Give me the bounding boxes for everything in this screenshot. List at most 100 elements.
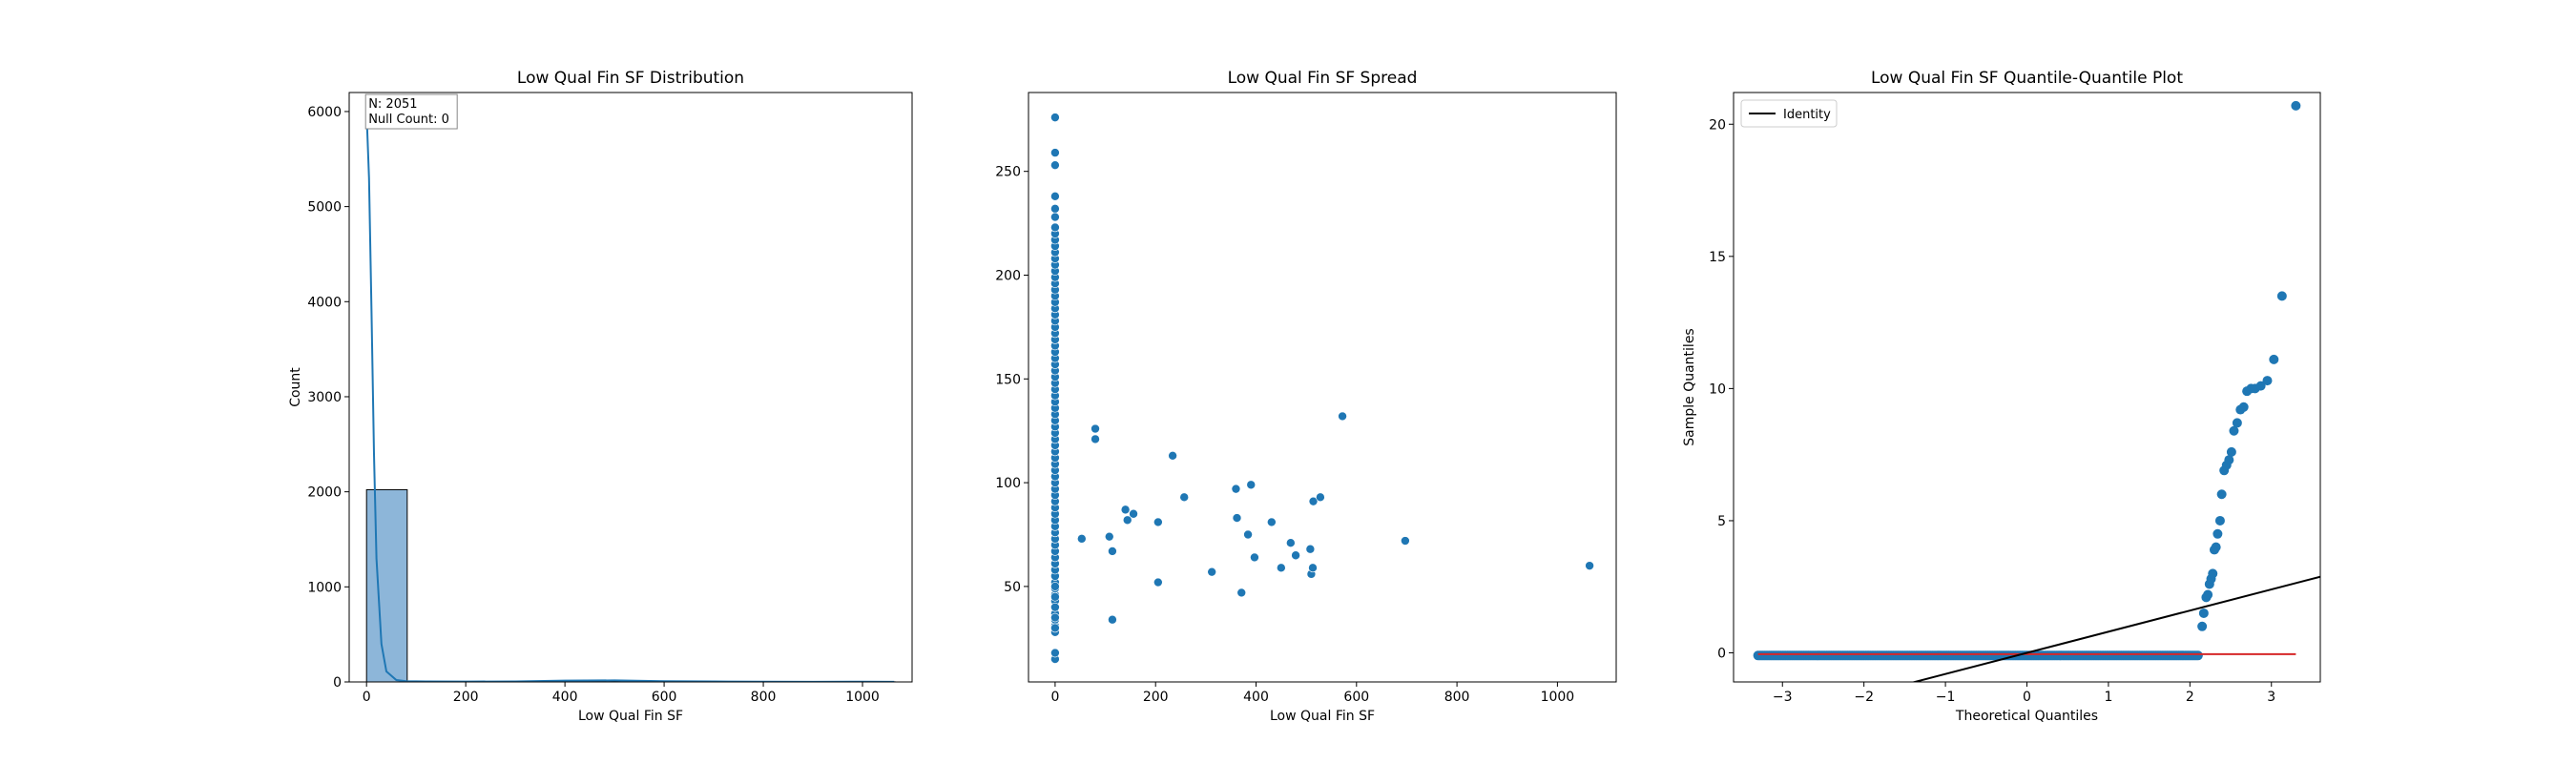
axes-frame — [348, 92, 913, 683]
scatter-point — [1050, 148, 1060, 157]
histogram-bar — [365, 488, 408, 682]
qq-point — [2216, 489, 2227, 500]
kde-line — [365, 111, 895, 682]
y-tick-label: 10 — [1709, 382, 1726, 397]
scatter-point — [1153, 517, 1163, 527]
scatter-point — [1305, 544, 1316, 554]
legend-label: Identity — [1783, 108, 1831, 122]
x-tick-label: −3 — [1773, 690, 1793, 705]
scatter-point — [1077, 534, 1087, 544]
y-tick-label: 0 — [333, 675, 342, 691]
qq-point — [2255, 381, 2266, 391]
y-tick-label: 2000 — [307, 485, 342, 501]
scatter-point — [1129, 508, 1138, 519]
qq-point — [2238, 402, 2249, 412]
scatter-point — [1153, 577, 1163, 588]
x-tick-label: 400 — [1243, 690, 1269, 705]
qq-point — [2197, 621, 2208, 631]
stats-n: N: 2051 — [368, 97, 417, 112]
x-axis-label: Theoretical Quantiles — [1955, 709, 2098, 724]
scatter-point — [1104, 531, 1114, 542]
x-tick-label: 800 — [1444, 690, 1470, 705]
scatter-point — [1338, 411, 1347, 422]
qq-point — [2212, 528, 2223, 539]
y-tick-label: 0 — [1717, 647, 1726, 662]
y-tick-label: 200 — [995, 268, 1021, 283]
scatter-point — [1585, 561, 1594, 570]
scatter-point — [1243, 529, 1253, 540]
scatter-point — [1050, 582, 1060, 591]
qq-point — [2198, 608, 2209, 618]
qq-point — [2211, 542, 2221, 552]
qq-point — [2214, 515, 2225, 526]
y-tick-label: 150 — [995, 372, 1021, 387]
y-tick-label: 6000 — [307, 105, 342, 120]
scatter-point — [1246, 480, 1257, 490]
x-tick-label: 400 — [552, 690, 578, 705]
scatter-point — [1267, 517, 1277, 527]
scatter-point — [1050, 212, 1060, 222]
qq-point — [2232, 418, 2242, 428]
x-tick-label: −1 — [1936, 690, 1956, 705]
y-tick-label: 1000 — [307, 580, 342, 595]
qq-point — [2269, 354, 2279, 364]
scatter-point — [1091, 434, 1100, 444]
qq-point — [2224, 455, 2234, 465]
qq-point — [2229, 425, 2239, 436]
qq-point — [2291, 100, 2301, 111]
scatter-point — [1291, 550, 1300, 561]
scatter-point — [1308, 563, 1318, 573]
stats-null-count: Null Count: 0 — [368, 113, 449, 127]
scatter-point — [1277, 563, 1286, 573]
scatter-point — [1050, 648, 1060, 658]
x-tick-label: 600 — [1343, 690, 1369, 705]
y-tick-label: 3000 — [307, 390, 342, 405]
scatter-point — [1050, 623, 1060, 633]
x-tick-label: 0 — [2023, 690, 2031, 705]
scatter-point — [1286, 538, 1296, 548]
scatter-point — [1308, 496, 1319, 506]
scatter-point — [1168, 451, 1177, 461]
scatter-point — [1050, 612, 1060, 623]
qq-point — [2192, 650, 2203, 661]
scatter-point — [1108, 614, 1117, 625]
x-tick-label: 1000 — [1541, 690, 1575, 705]
y-tick-label: 4000 — [307, 295, 342, 310]
chart-title: Low Qual Fin SF Distribution — [517, 69, 744, 88]
x-tick-label: −2 — [1854, 690, 1874, 705]
scatter-point — [1236, 588, 1247, 598]
scatter-point — [1050, 113, 1060, 122]
stats-annotation-box — [364, 93, 458, 130]
scatter-point — [1207, 567, 1216, 577]
qq-point — [2276, 291, 2287, 301]
plot-area — [365, 111, 896, 682]
scatter-point — [1108, 546, 1117, 556]
qq-point — [2226, 446, 2236, 457]
qq-point — [2208, 568, 2218, 579]
y-tick-label: 15 — [1709, 250, 1726, 265]
scatter-point — [1050, 160, 1060, 170]
y-tick-label: 50 — [1004, 580, 1021, 595]
y-axis-label: Count — [288, 367, 303, 407]
x-tick-label: 0 — [363, 690, 371, 705]
scatter-point — [1091, 423, 1100, 434]
qq-point — [2262, 376, 2273, 386]
scatter-point — [1401, 536, 1410, 546]
scatter-point — [1050, 192, 1060, 201]
identity-line — [1911, 575, 2320, 682]
scatter-point — [1050, 204, 1060, 214]
y-axis-label: Sample Quantiles — [1682, 328, 1697, 445]
y-tick-label: 20 — [1709, 117, 1726, 133]
x-axis-label: Low Qual Fin SF — [1270, 709, 1375, 724]
scatter-point — [1232, 513, 1242, 523]
chart-title: Low Qual Fin SF Quantile-Quantile Plot — [1871, 69, 2183, 88]
x-axis-label: Low Qual Fin SF — [578, 709, 683, 724]
x-tick-label: 200 — [453, 690, 479, 705]
scatter-point — [1050, 222, 1060, 233]
y-tick-label: 250 — [995, 165, 1021, 180]
y-tick-label: 100 — [995, 476, 1021, 491]
x-tick-label: 200 — [1143, 690, 1169, 705]
y-tick-label: 5000 — [307, 200, 342, 216]
scatter-point — [1231, 484, 1241, 494]
